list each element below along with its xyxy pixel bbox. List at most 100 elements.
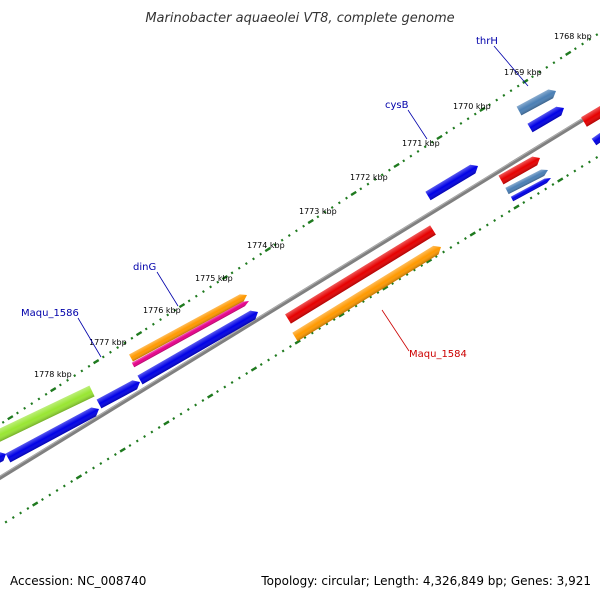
inner-tick-39 (288, 345, 292, 348)
gene-orf-1779[interactable] (0, 450, 8, 467)
inner-tick-60 (442, 250, 445, 254)
outer-tick-29 (202, 290, 205, 294)
gene-orf-1769[interactable] (527, 104, 566, 133)
outer-tick-18 (123, 341, 127, 345)
gene-ding-2[interactable] (131, 299, 250, 368)
inner-tick-9 (70, 480, 74, 483)
outer-tick-34 (237, 266, 241, 270)
gene-label-cysb[interactable]: cysB (385, 100, 409, 111)
gene-ding-2-shade (131, 300, 250, 368)
inner-tick-11 (84, 471, 88, 474)
inner-tick-41 (303, 336, 307, 339)
outer-tick-45 (316, 215, 320, 219)
inner-tick-2 (19, 511, 23, 515)
outer-tick-14 (92, 359, 100, 365)
gene-orf-1768b-shade (591, 131, 600, 146)
inner-tick-69 (507, 210, 511, 213)
gene-orf-1770c[interactable] (510, 176, 552, 202)
inner-tick-12 (92, 466, 95, 470)
inner-tick-0 (4, 520, 8, 524)
outer-tick-58 (409, 154, 413, 158)
inner-tick-77 (566, 174, 569, 177)
outer-tick-2 (7, 415, 14, 421)
inner-tick-75 (551, 183, 555, 186)
inner-tick-10 (75, 474, 83, 480)
gene-orf-1778a[interactable] (0, 385, 95, 443)
outer-tick-84 (595, 33, 599, 37)
inner-tick-65 (478, 228, 482, 231)
gene-cysb[interactable] (425, 162, 480, 201)
outer-tick-56 (393, 162, 400, 169)
gene-maqu1585-shade (285, 225, 436, 324)
gene-ding[interactable] (129, 291, 249, 362)
kbp-label-3: 1771 kbp (402, 139, 440, 148)
gene-orf-1770a[interactable] (498, 154, 543, 185)
kbp-label-0: 1768 kbp (554, 32, 592, 41)
gene-ding-shade (129, 294, 248, 362)
gene-orf-1770b[interactable] (505, 167, 549, 195)
inner-tick-72 (529, 196, 533, 200)
gene-orf-1770c-shade (510, 177, 552, 202)
ding-leader-line (156, 271, 179, 307)
inner-tick-8 (62, 484, 66, 488)
inner-tick-46 (338, 312, 345, 318)
gene-label-thrh[interactable]: thrH (476, 36, 498, 47)
inner-tick-25 (186, 408, 190, 411)
outer-tick-67 (473, 112, 477, 116)
genome-summary-text: Topology: circular; Length: 4,326,849 bp… (261, 574, 591, 588)
kbp-label-group: 1768 kbp 1769 kbp 1770 kbp 1771 kbp 1772 kbp… (34, 32, 592, 379)
thrh-leader-line (493, 45, 529, 87)
gene-orf-1778a-shade (0, 385, 95, 443)
kbp-label-1: 1769 kbp (504, 68, 542, 77)
inner-tick-48 (354, 304, 358, 308)
outer-tick-82 (581, 42, 584, 46)
gene-orf-1770b-shade (505, 169, 549, 195)
outer-tick-70 (495, 98, 499, 102)
gene-label-ding[interactable]: dinG (133, 262, 156, 273)
outer-tick-71 (502, 93, 506, 97)
gene-label-maqu1584[interactable]: Maqu_1584 (409, 349, 467, 360)
inner-tick-53 (391, 282, 394, 285)
inner-tick-73 (536, 192, 540, 195)
gene-orf-1768b[interactable] (591, 131, 600, 146)
inner-tick-64 (469, 231, 476, 237)
outer-tick-44 (307, 218, 314, 225)
inner-tick-17 (128, 444, 132, 447)
outer-tick-36 (252, 257, 255, 261)
outer-tick-15 (101, 355, 105, 359)
outer-tick-20 (135, 330, 143, 337)
gene-maqu1586[interactable] (96, 378, 143, 409)
accession-text: Accession: NC_008740 (10, 574, 147, 588)
gene-cysb-shade (425, 164, 478, 201)
inner-tick-76 (557, 177, 564, 183)
inner-tick-81 (595, 156, 599, 159)
outer-tick-5 (30, 402, 34, 406)
inner-tick-27 (201, 399, 205, 402)
inner-tick-74 (544, 187, 548, 191)
kbp-label-2: 1770 kbp (453, 102, 491, 111)
outer-tick-73 (516, 84, 520, 88)
outer-tick-83 (588, 37, 592, 41)
inner-tick-61 (449, 246, 453, 249)
outer-tick-9 (58, 383, 62, 387)
gene-label-maqu1586[interactable]: Maqu_1586 (21, 308, 79, 319)
gene-orf-1778b[interactable] (5, 405, 102, 463)
outer-tick-17 (116, 346, 120, 350)
outer-tick-38 (264, 246, 271, 253)
inner-tick-21 (157, 426, 161, 429)
inner-tick-track (4, 156, 599, 524)
kbp-label-6: 1774 kbp (247, 241, 285, 250)
outer-tick-47 (330, 206, 334, 209)
gene-thrh[interactable] (516, 87, 559, 116)
inner-tick-43 (318, 327, 322, 330)
outer-tick-54 (380, 173, 384, 177)
gene-maqu1584[interactable] (292, 243, 443, 342)
inner-tick-45 (332, 318, 336, 321)
gene-orf-1768a[interactable] (581, 105, 600, 127)
gene-maqu1585[interactable] (285, 225, 436, 324)
outer-tick-25 (173, 308, 177, 312)
outer-tick-69 (488, 103, 491, 107)
inner-tick-1 (11, 516, 15, 519)
gene-orf-1776[interactable] (137, 308, 261, 385)
